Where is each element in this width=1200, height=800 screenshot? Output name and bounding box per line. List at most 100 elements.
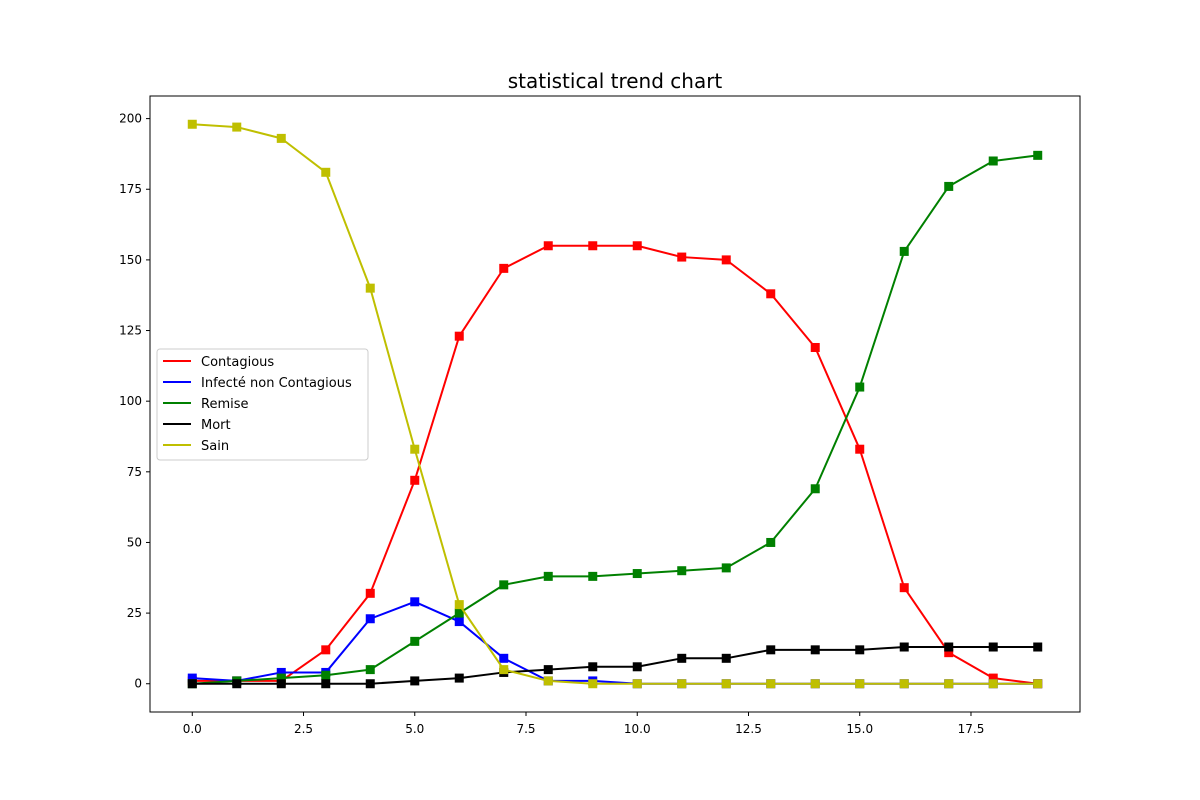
y-axis: 0 25 50 75 100 125 150 175 200: [119, 112, 150, 691]
series-mort: [187, 642, 1043, 689]
data-point: [321, 679, 331, 689]
data-point: [187, 673, 197, 683]
data-point: [321, 670, 331, 680]
data-point: [988, 156, 998, 166]
data-point: [187, 119, 197, 129]
data-point: [499, 665, 509, 675]
data-point: [454, 673, 464, 683]
y-tick-label: 0: [134, 677, 142, 691]
series-sain: [187, 119, 1043, 689]
data-point: [1033, 679, 1043, 689]
data-point: [187, 679, 197, 689]
series-infect-non-contagious: [187, 597, 1043, 689]
data-point: [988, 673, 998, 683]
plot-area: [187, 119, 1043, 689]
data-point: [321, 645, 331, 655]
data-point: [1033, 150, 1043, 160]
legend-box: [156, 348, 369, 461]
x-tick-label: 12.5: [735, 722, 762, 736]
data-point: [855, 679, 865, 689]
data-point: [899, 246, 909, 256]
x-tick-label: 15.0: [846, 722, 873, 736]
data-point: [721, 653, 731, 663]
data-point: [321, 167, 331, 177]
data-point: [988, 679, 998, 689]
y-tick-label: 50: [127, 535, 142, 549]
data-point: [944, 648, 954, 658]
y-tick-label: 200: [119, 112, 142, 126]
data-point: [543, 241, 553, 251]
x-tick-label: 0.0: [183, 722, 202, 736]
data-point: [766, 679, 776, 689]
y-tick-label: 175: [119, 182, 142, 196]
y-tick-label: 75: [127, 465, 142, 479]
data-point: [677, 252, 687, 262]
legend-label: Mort: [201, 418, 231, 433]
data-point: [855, 645, 865, 655]
data-point: [632, 662, 642, 672]
data-point: [810, 679, 820, 689]
legend-label: Contagious: [201, 355, 274, 370]
data-point: [365, 665, 375, 675]
data-point: [677, 653, 687, 663]
data-point: [588, 571, 598, 581]
legend-label: Sain: [201, 439, 229, 454]
data-point: [276, 667, 286, 677]
series-line: [192, 154, 1038, 685]
series-line: [192, 600, 1038, 685]
series-line: [192, 123, 1038, 685]
chart-title: statistical trend chart: [508, 69, 723, 93]
data-point: [1033, 642, 1043, 652]
data-point: [365, 283, 375, 293]
y-tick-label: 100: [119, 394, 142, 408]
series-line: [192, 244, 1038, 685]
data-point: [810, 342, 820, 352]
data-point: [721, 563, 731, 573]
data-point: [365, 614, 375, 624]
data-point: [899, 642, 909, 652]
data-point: [899, 583, 909, 593]
data-point: [588, 679, 598, 689]
data-point: [766, 537, 776, 547]
data-point: [632, 569, 642, 579]
data-point: [944, 181, 954, 191]
data-point: [410, 444, 420, 454]
y-tick-label: 125: [119, 324, 142, 338]
data-point: [855, 444, 865, 454]
x-tick-label: 2.5: [294, 722, 313, 736]
data-point: [410, 676, 420, 686]
data-point: [721, 255, 731, 265]
data-point: [899, 679, 909, 689]
data-point: [454, 617, 464, 627]
data-point: [543, 676, 553, 686]
x-tick-label: 17.5: [958, 722, 985, 736]
legend-label: Remise: [201, 397, 249, 412]
data-point: [810, 645, 820, 655]
data-point: [454, 608, 464, 618]
data-point: [543, 665, 553, 675]
data-point: [499, 653, 509, 663]
data-point: [454, 600, 464, 610]
x-tick-label: 7.5: [516, 722, 535, 736]
data-point: [543, 571, 553, 581]
data-point: [632, 679, 642, 689]
data-point: [365, 679, 375, 689]
data-point: [632, 241, 642, 251]
axes-frame: [149, 95, 1081, 713]
data-point: [944, 642, 954, 652]
data-point: [588, 241, 598, 251]
data-point: [677, 679, 687, 689]
data-point: [766, 289, 776, 299]
data-point: [766, 645, 776, 655]
data-point: [232, 122, 242, 132]
series-contagious: [187, 241, 1043, 689]
x-axis: 0.0 2.5 5.0 7.5 10.0 12.5 15.0 17.5: [183, 712, 985, 736]
data-point: [588, 662, 598, 672]
x-tick-label: 10.0: [624, 722, 651, 736]
data-point: [276, 673, 286, 683]
data-point: [721, 679, 731, 689]
y-tick-label: 150: [119, 253, 142, 267]
legend-label: Infecté non Contagious: [201, 376, 352, 391]
data-point: [810, 484, 820, 494]
